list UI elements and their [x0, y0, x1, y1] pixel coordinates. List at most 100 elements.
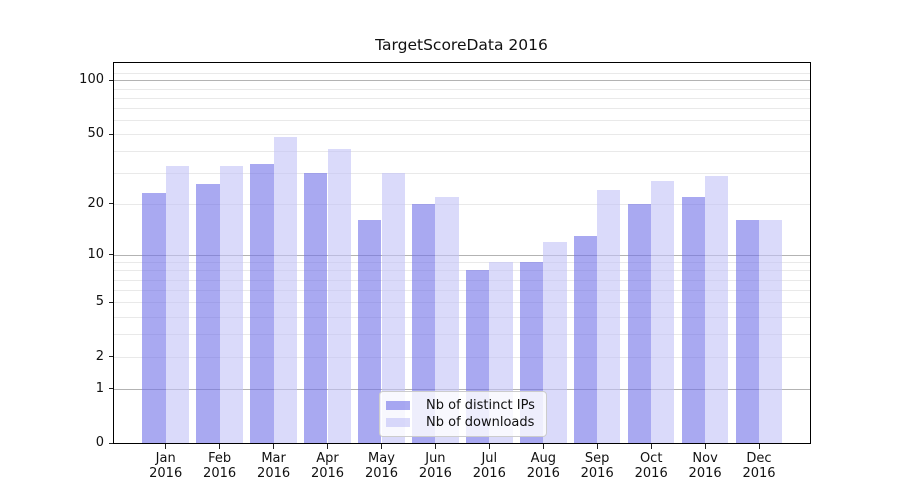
- gridline-minor: [114, 73, 810, 74]
- legend-item: Nb of downloads: [386, 416, 540, 429]
- x-tick-label: Jun 2016: [404, 451, 466, 481]
- x-tick-label: Jan 2016: [135, 451, 197, 481]
- x-tick-mark: [327, 444, 328, 449]
- gridline-minor: [114, 302, 810, 304]
- x-tick-mark: [596, 444, 598, 449]
- y-tick-mark: [108, 301, 113, 303]
- bar-downloads-jun: [435, 196, 459, 443]
- x-tick-mark: [273, 444, 275, 449]
- y-tick-label: 2: [95, 348, 104, 364]
- gridline-minor: [114, 262, 810, 264]
- gridline-minor: [114, 88, 810, 90]
- bar-downloads-oct: [651, 181, 675, 443]
- bar-distinct-ips-dec: [735, 220, 759, 443]
- x-tick-year: 2016: [310, 465, 345, 481]
- x-tick-month: Aug: [530, 451, 556, 466]
- legend-item: Nb of distinct IPs: [386, 399, 540, 412]
- bar-downloads-jan: [165, 165, 189, 443]
- bar-downloads-nov: [705, 175, 729, 443]
- bar-downloads-apr: [327, 149, 351, 443]
- legend-label: Nb of distinct IPs: [426, 398, 535, 413]
- gridline-minor: [114, 334, 810, 336]
- x-tick-label: Oct 2016: [620, 451, 682, 481]
- gridline-minor: [114, 134, 810, 136]
- bar-distinct-ips-may: [358, 220, 382, 443]
- y-tick-label: 100: [79, 72, 104, 88]
- x-tick-label: Dec 2016: [728, 451, 790, 481]
- x-tick-label: Feb 2016: [189, 451, 251, 481]
- bar-downloads-feb: [219, 165, 243, 443]
- x-tick-mark: [704, 444, 706, 449]
- bar-distinct-ips-feb: [196, 184, 220, 443]
- gridline-minor: [114, 120, 810, 121]
- x-tick-label: May 2016: [351, 451, 413, 481]
- x-tick-mark: [488, 444, 490, 449]
- gridline-minor: [114, 108, 810, 110]
- x-tick-mark: [165, 444, 167, 449]
- bar-downloads-mar: [273, 137, 297, 443]
- bar-distinct-ips-oct: [627, 203, 652, 443]
- y-tick-label: 5: [95, 294, 104, 310]
- x-tick-year: 2016: [580, 465, 614, 481]
- x-tick-year: 2016: [742, 465, 776, 481]
- x-tick-month: Sep: [584, 451, 610, 466]
- x-tick-year: 2016: [634, 465, 668, 481]
- x-tick-label: Sep 2016: [566, 451, 628, 481]
- plot-area: [113, 62, 811, 444]
- x-tick-mark: [381, 444, 382, 449]
- y-tick-mark: [108, 254, 113, 256]
- chart-title: TargetScoreData 2016: [375, 36, 548, 54]
- gridline-minor: [114, 97, 810, 99]
- x-tick-year: 2016: [526, 465, 560, 481]
- bar-distinct-ips-jun: [412, 203, 436, 443]
- x-tick-year: 2016: [149, 465, 183, 481]
- x-tick-month: Oct: [639, 451, 663, 466]
- bar-distinct-ips-sep: [573, 235, 598, 443]
- gridline-minor: [114, 173, 810, 175]
- gridline-major: [114, 80, 810, 82]
- y-tick-label: 0: [95, 435, 104, 450]
- x-tick-month: Nov: [692, 451, 718, 466]
- x-tick-year: 2016: [257, 465, 291, 481]
- y-tick-label: 50: [87, 126, 104, 142]
- x-tick-month: Dec: [746, 451, 772, 466]
- x-tick-year: 2016: [688, 465, 722, 481]
- gridline-minor: [114, 316, 810, 318]
- x-tick-year: 2016: [364, 465, 399, 481]
- legend-swatch: [386, 401, 410, 410]
- y-tick-mark: [108, 133, 113, 135]
- y-tick-mark: [108, 442, 113, 444]
- x-tick-label: Apr 2016: [297, 451, 359, 481]
- x-tick-mark: [650, 444, 652, 449]
- gridline-minor: [114, 356, 810, 358]
- bar-downloads-sep: [597, 190, 621, 443]
- x-tick-label: Aug 2016: [512, 451, 574, 481]
- gridline-minor: [114, 203, 810, 205]
- x-tick-mark: [542, 444, 544, 449]
- x-tick-label: Jul 2016: [458, 451, 520, 481]
- y-tick-label: 10: [87, 246, 104, 262]
- bar-downloads-dec: [759, 220, 783, 443]
- x-tick-year: 2016: [203, 465, 237, 481]
- x-tick-month: Feb: [208, 451, 232, 466]
- legend-label: Nb of downloads: [426, 415, 535, 430]
- x-tick-month: Jan: [155, 451, 176, 466]
- y-tick-mark: [108, 356, 113, 358]
- bar-downloads-may: [381, 173, 405, 443]
- bar-distinct-ips-nov: [681, 196, 706, 443]
- x-tick-year: 2016: [472, 465, 506, 481]
- x-tick-label: Nov 2016: [674, 451, 736, 481]
- y-tick-mark: [108, 79, 113, 81]
- x-tick-mark: [219, 444, 221, 449]
- x-tick-month: Apr: [316, 451, 339, 466]
- x-tick-mark: [758, 444, 760, 449]
- x-tick-month: Mar: [261, 451, 286, 466]
- x-tick-month: Jun: [425, 451, 446, 466]
- x-tick-mark: [434, 444, 436, 449]
- y-tick-mark: [108, 388, 113, 389]
- legend: Nb of distinct IPs Nb of downloads: [379, 391, 547, 437]
- gridline-minor: [114, 290, 810, 292]
- gridline-minor: [114, 279, 810, 281]
- gridline-minor: [114, 151, 810, 153]
